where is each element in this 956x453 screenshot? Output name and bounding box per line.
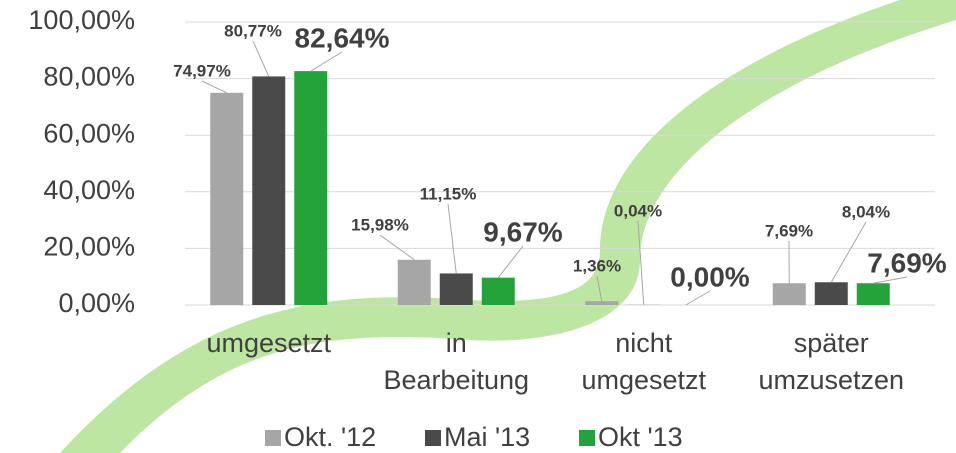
leader-line <box>637 220 645 305</box>
x-tick-label: später umzusetzen <box>758 328 904 395</box>
value-label: 1,36% <box>573 256 621 275</box>
value-label: 9,67% <box>483 216 562 247</box>
background-swoosh <box>60 0 956 453</box>
leader-line <box>873 276 908 284</box>
x-tick-label: in Bearbeitung <box>383 328 529 395</box>
bar <box>210 92 244 305</box>
leader-line <box>447 203 457 274</box>
leader-line <box>252 40 270 77</box>
legend-label: Okt. '12 <box>284 422 376 452</box>
y-tick-label: 60,00% <box>43 118 135 148</box>
bar <box>585 301 619 305</box>
bar <box>814 282 848 305</box>
value-label: 0,04% <box>614 201 662 220</box>
x-tick-label: nicht umgesetzt <box>581 328 706 395</box>
leader-line <box>685 290 711 306</box>
bar <box>481 277 515 305</box>
y-tick-label: 20,00% <box>43 232 135 262</box>
bar <box>856 283 890 305</box>
bar <box>294 71 328 305</box>
bar <box>397 259 431 305</box>
leader-line <box>497 245 524 278</box>
legend-label: Mai '13 <box>444 422 530 452</box>
legend-swatch <box>579 430 595 446</box>
bar <box>252 76 286 305</box>
value-label: 7,69% <box>867 247 946 278</box>
leader-line <box>596 275 603 302</box>
y-tick-label: 80,00% <box>43 62 135 92</box>
bar <box>439 273 473 305</box>
value-label: 11,15% <box>420 184 477 203</box>
bar <box>772 283 806 305</box>
value-label: 82,64% <box>295 22 390 53</box>
y-tick-label: 0,00% <box>58 288 135 318</box>
value-label: 7,69% <box>765 221 813 240</box>
leader-line <box>310 51 343 72</box>
y-tick-label: 100,00% <box>28 5 135 35</box>
value-label: 0,00% <box>670 261 749 292</box>
value-label: 80,77% <box>224 21 282 40</box>
value-label: 15,98% <box>351 215 409 234</box>
leader-line <box>830 221 867 283</box>
value-label: 8,04% <box>842 202 890 221</box>
legend-swatch <box>425 430 441 446</box>
value-label: 74,97% <box>173 61 231 80</box>
legend-swatch <box>265 430 281 446</box>
leader-line <box>201 80 227 94</box>
leader-line <box>379 234 415 261</box>
y-tick-label: 40,00% <box>43 175 135 205</box>
x-tick-label: umgesetzt <box>206 328 331 358</box>
legend-label: Okt '13 <box>598 422 683 452</box>
